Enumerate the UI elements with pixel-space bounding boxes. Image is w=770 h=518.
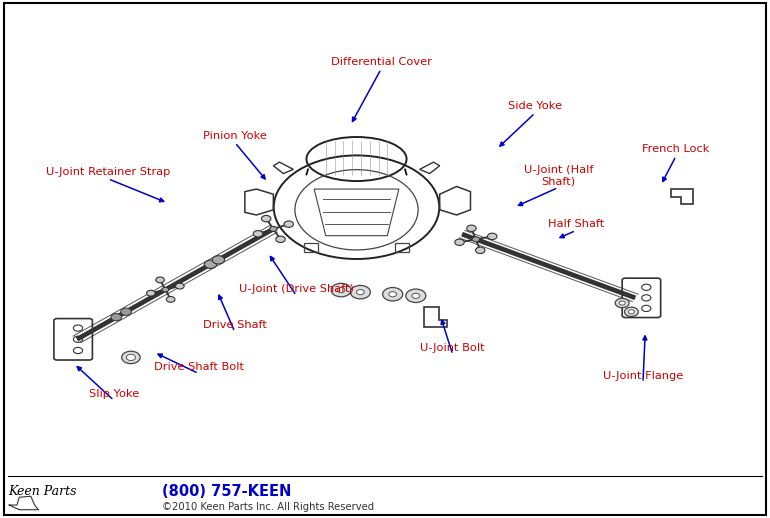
Circle shape bbox=[213, 256, 225, 264]
Circle shape bbox=[455, 239, 464, 246]
Circle shape bbox=[383, 287, 403, 301]
Circle shape bbox=[270, 226, 277, 232]
Circle shape bbox=[146, 290, 156, 296]
Circle shape bbox=[121, 308, 132, 315]
Circle shape bbox=[624, 307, 638, 316]
Text: Drive Shaft: Drive Shaft bbox=[203, 320, 266, 330]
Circle shape bbox=[615, 298, 629, 308]
Circle shape bbox=[476, 247, 485, 253]
Circle shape bbox=[350, 285, 370, 299]
Circle shape bbox=[284, 221, 293, 227]
Circle shape bbox=[406, 289, 426, 303]
Text: U-Joint (Half
Shaft): U-Joint (Half Shaft) bbox=[524, 165, 593, 187]
Text: French Lock: French Lock bbox=[642, 144, 710, 154]
Circle shape bbox=[487, 233, 497, 239]
Circle shape bbox=[337, 287, 345, 293]
Circle shape bbox=[412, 293, 420, 298]
Text: ©2010 Keen Parts Inc. All Rights Reserved: ©2010 Keen Parts Inc. All Rights Reserve… bbox=[162, 501, 373, 512]
Text: Pinion Yoke: Pinion Yoke bbox=[203, 131, 266, 141]
Circle shape bbox=[357, 290, 364, 295]
Text: Side Yoke: Side Yoke bbox=[508, 101, 562, 111]
Circle shape bbox=[166, 296, 175, 303]
Text: Half Shaft: Half Shaft bbox=[547, 219, 604, 229]
Text: U-Joint Flange: U-Joint Flange bbox=[603, 371, 683, 381]
Circle shape bbox=[276, 236, 285, 242]
Circle shape bbox=[253, 231, 263, 237]
Circle shape bbox=[156, 277, 165, 283]
Text: (800) 757-KEEN: (800) 757-KEEN bbox=[162, 484, 291, 498]
Text: U-Joint Retainer Strap: U-Joint Retainer Strap bbox=[45, 167, 170, 177]
Circle shape bbox=[467, 225, 476, 232]
Text: U-Joint Bolt: U-Joint Bolt bbox=[420, 343, 485, 353]
Text: Slip Yoke: Slip Yoke bbox=[89, 388, 139, 399]
Circle shape bbox=[204, 260, 216, 268]
Circle shape bbox=[162, 287, 169, 292]
Text: Differential Cover: Differential Cover bbox=[330, 57, 432, 67]
Circle shape bbox=[472, 237, 480, 242]
Circle shape bbox=[628, 310, 634, 314]
Circle shape bbox=[122, 351, 140, 364]
Circle shape bbox=[619, 301, 625, 305]
Circle shape bbox=[331, 283, 351, 297]
Text: Keen Parts: Keen Parts bbox=[8, 484, 76, 498]
Text: U-Joint (Drive Shaft): U-Joint (Drive Shaft) bbox=[239, 284, 354, 294]
Circle shape bbox=[126, 354, 136, 361]
Circle shape bbox=[111, 313, 122, 321]
Circle shape bbox=[176, 283, 184, 289]
Circle shape bbox=[389, 292, 397, 297]
Circle shape bbox=[262, 215, 271, 222]
Text: Drive Shaft Bolt: Drive Shaft Bolt bbox=[154, 362, 243, 372]
